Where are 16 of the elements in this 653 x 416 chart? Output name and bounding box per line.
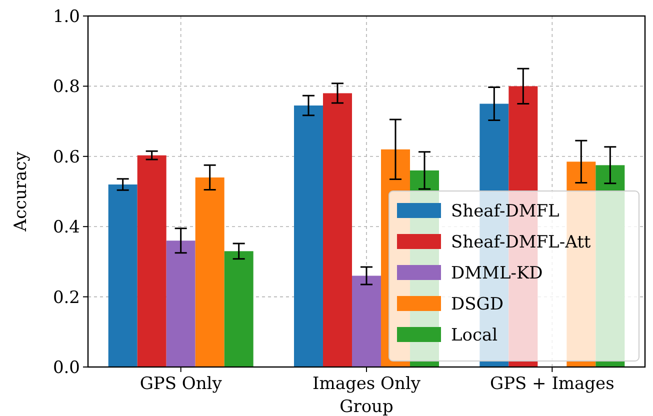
x-tick-label: Images Only bbox=[312, 374, 421, 394]
y-tick-label: 1.0 bbox=[52, 6, 80, 27]
legend-label: Local bbox=[451, 325, 498, 346]
legend-label: DSGD bbox=[451, 294, 504, 314]
legend-label: Sheaf-DMFL-Att bbox=[451, 232, 591, 252]
y-tick-label: 0.4 bbox=[52, 218, 80, 238]
y-tick-label: 0.2 bbox=[52, 288, 80, 308]
y-tick-label: 0.8 bbox=[52, 77, 80, 98]
y-tick-label: 0.6 bbox=[52, 147, 80, 168]
legend-label: Sheaf-DMFL bbox=[451, 201, 560, 222]
y-axis-title: Accuracy bbox=[11, 151, 31, 232]
y-tick-label: 0.0 bbox=[52, 358, 80, 378]
x-axis-title: Group bbox=[340, 397, 394, 416]
legend-label: DMML-KD bbox=[451, 263, 543, 284]
x-tick-label: GPS Only bbox=[140, 374, 222, 394]
x-tick-label: GPS + Images bbox=[490, 374, 614, 394]
